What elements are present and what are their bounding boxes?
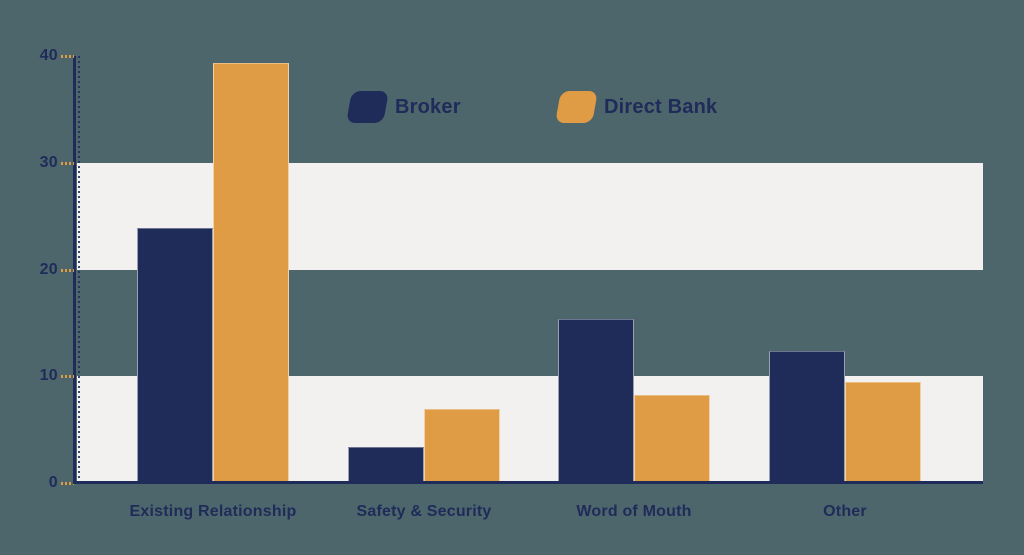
y-tick-30 — [61, 161, 74, 165]
category-label-existing-relationship: Existing Relationship — [129, 503, 297, 520]
bar-direct-bank-safety-security — [424, 409, 500, 483]
y-tick-label-30: 30 — [39, 153, 58, 171]
y-tick-10 — [61, 375, 74, 379]
legend-label-direct-bank: Direct Bank — [604, 95, 718, 118]
bar-direct-bank-word-of-mouth — [634, 395, 710, 483]
y-tick-label-20: 20 — [39, 260, 58, 278]
category-label-word-of-mouth: Word of Mouth — [576, 503, 692, 520]
bar-broker-safety-security — [348, 446, 424, 483]
bar-broker-other — [769, 350, 845, 483]
bar-direct-bank-other — [845, 381, 921, 483]
y-tick-label-10: 10 — [39, 367, 58, 385]
y-axis-line — [73, 56, 76, 484]
y-tick-20 — [61, 268, 74, 272]
legend-item-direct-bank: Direct Bank — [555, 91, 718, 123]
bar-direct-bank-existing-relationship — [213, 63, 289, 483]
y-tick-0 — [61, 482, 74, 485]
bar-broker-existing-relationship — [137, 227, 213, 483]
category-label-other: Other — [823, 503, 867, 520]
legend-label-broker: Broker — [395, 95, 461, 118]
category-label-safety-security: Safety & Security — [356, 503, 492, 520]
y-tick-label-40: 40 — [39, 47, 58, 64]
legend-swatch-direct-bank — [555, 91, 598, 123]
legend-item-broker: Broker — [346, 91, 461, 123]
x-axis-line — [73, 481, 983, 484]
y-axis-dashed-line — [78, 56, 80, 484]
bar-broker-word-of-mouth — [558, 318, 634, 483]
legend-swatch-broker — [346, 91, 389, 123]
y-tick-40 — [61, 55, 74, 58]
y-tick-label-0: 0 — [48, 474, 58, 491]
